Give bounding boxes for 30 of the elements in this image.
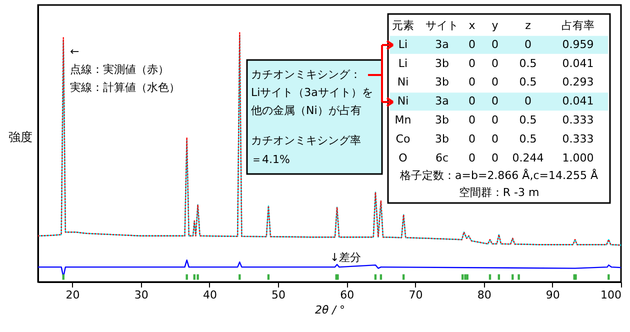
annotation: 他の金属（Ni）が占有: [251, 104, 362, 117]
annotation: 実線：計算値（水色）: [70, 81, 180, 94]
annotation: カチオンミキシング率: [251, 134, 361, 147]
annotation: Liサイト（3aサイト）を: [251, 86, 373, 99]
annotation: ＝4.1%: [251, 153, 290, 166]
text: Ni 3b 0 0 0.5 0.293: [397, 76, 594, 89]
x-tick-label: 50: [272, 288, 286, 302]
text: Li 3b 0 0 0.5 0.041: [398, 56, 594, 70]
x-tick-label: 90: [546, 288, 560, 302]
text: Ni 3a 0 0 0 0.041: [397, 94, 594, 108]
x-tick-label: 80: [477, 288, 492, 302]
x-tick-label: 40: [202, 288, 217, 302]
annotation: 点線：実測値（赤）: [70, 63, 169, 76]
x-axis-title: 2θ / °: [315, 304, 345, 316]
text: O 6c 0 0 0.244 1.000: [398, 151, 594, 164]
x-tick-label: 20: [66, 288, 80, 302]
text: Co 3b 0 0 0.5 0.333: [396, 132, 594, 146]
text: Li 3a 0 0 0 0.959: [398, 38, 594, 51]
y-axis-title: 強度: [8, 130, 32, 144]
x-tick-label: 100: [600, 288, 622, 302]
annotation: 格子定数：a=b=2.866 Å,c=14.255 Å: [399, 168, 598, 182]
x-tick-label: 70: [408, 288, 423, 302]
x-tick-label: 60: [340, 288, 354, 302]
text: 元素 サイト x y z 占有率: [392, 19, 594, 32]
annotation: ↓差分: [330, 251, 362, 264]
annotation: ←: [70, 45, 80, 58]
annotation: カチオンミキシング：: [251, 68, 361, 81]
text: Mn 3b 0 0 0.5 0.333: [394, 114, 594, 126]
annotation: 空間群：R -3 m: [458, 186, 540, 199]
x-tick-label: 30: [134, 288, 148, 302]
